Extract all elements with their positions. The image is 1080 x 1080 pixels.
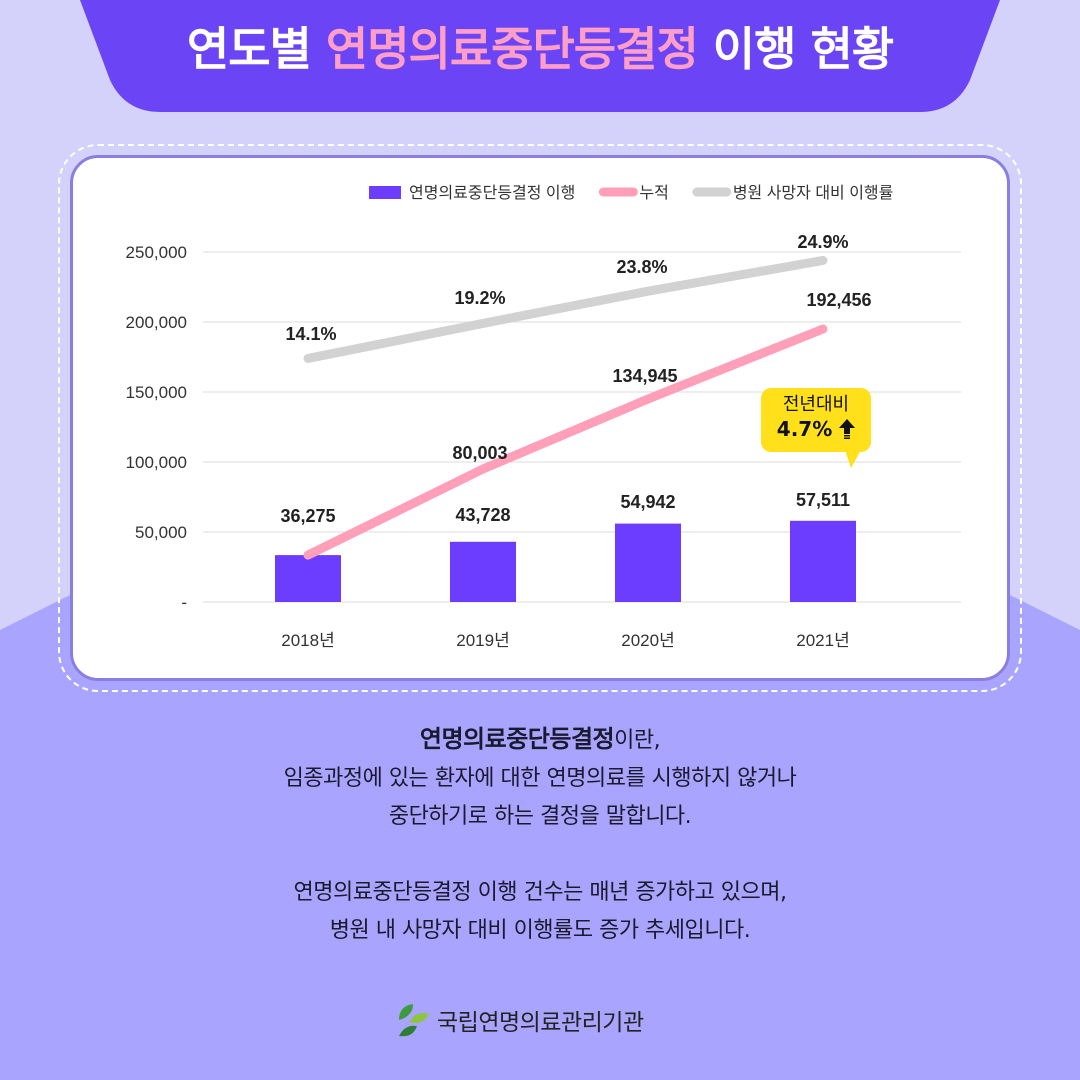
y-tick-label: 250,000 xyxy=(126,243,187,262)
bar xyxy=(275,555,341,602)
rate-line xyxy=(303,255,828,363)
cumulative-value-label: 134,945 xyxy=(612,366,677,386)
callout-value: 4.7% xyxy=(776,417,833,441)
up-arrow-icon xyxy=(839,419,856,439)
description-term-suffix: 이란, xyxy=(614,728,661,753)
title-highlight: 연명의료중단등결정 xyxy=(325,22,699,76)
footer: 국립연명의료관리기관 xyxy=(395,998,695,1042)
legend-label: 병원 사망자 대비 이행률 xyxy=(733,184,894,202)
description-gap xyxy=(90,836,990,874)
x-tick-label: 2020년 xyxy=(621,631,674,650)
description: 연명의료중단등결정이란, 임종과정에 있는 환자에 대한 연명의료를 시행하지 … xyxy=(90,720,990,950)
org-name: 국립연명의료관리기관 xyxy=(437,1010,644,1036)
legend-label: 누적 xyxy=(639,184,668,202)
title-prefix: 연도별 xyxy=(186,22,326,76)
rate-value-label: 14.1% xyxy=(285,324,336,344)
description-line2: 임종과정에 있는 환자에 대한 연명의료를 시행하지 않거나 xyxy=(283,766,797,791)
description-line4: 연명의료중단등결정 이행 건수는 매년 증가하고 있으며, xyxy=(293,880,787,905)
title-suffix: 이행 현황 xyxy=(697,22,894,76)
rate-value-label: 24.9% xyxy=(797,232,848,252)
rate-value-label: 19.2% xyxy=(454,288,505,308)
legend-label: 연명의료중단등결정 이행 xyxy=(409,184,575,202)
x-tick-label: 2019년 xyxy=(456,631,509,650)
legend-swatch xyxy=(369,186,401,199)
cumulative-value-label: 80,003 xyxy=(452,443,507,463)
chart-card: - 50,000 100,000 150,000 200,000 250,000 2018년… xyxy=(70,155,1010,681)
title-banner xyxy=(80,0,1000,112)
cumulative-line xyxy=(303,324,828,560)
yoy-callout: 전년대비 4.7% xyxy=(761,388,871,468)
callout-line1: 전년대비 xyxy=(782,394,850,415)
description-line5: 병원 내 사망자 대비 이행률도 증가 추세입니다. xyxy=(329,918,751,943)
y-tick-label: 150,000 xyxy=(126,383,187,402)
description-line1: 연명의료중단등결정이란, xyxy=(90,720,990,760)
bar xyxy=(615,523,681,602)
description-term: 연명의료중단등결정 xyxy=(419,725,615,753)
card-dashed-frame xyxy=(58,144,1022,692)
bar-value-label: 54,942 xyxy=(620,492,675,512)
leaf-logo-icon xyxy=(399,1004,429,1037)
x-tick-label: 2021년 xyxy=(796,631,849,650)
bar-value-label: 43,728 xyxy=(455,505,510,525)
x-tick-label: 2018년 xyxy=(281,631,334,650)
bar-value-label: 36,275 xyxy=(280,506,335,526)
callout-line2: 4.7% xyxy=(761,416,871,442)
chart: - 50,000 100,000 150,000 200,000 250,000 2018년… xyxy=(126,184,961,650)
bar xyxy=(790,520,856,602)
page-title: 연도별 연명의료중단등결정 이행 현황 xyxy=(80,14,1000,84)
bar-value-label: 57,511 xyxy=(796,490,850,510)
cumulative-value-label: 192,456 xyxy=(806,290,871,310)
y-tick-label: 50,000 xyxy=(135,523,187,542)
bar xyxy=(450,541,516,602)
y-tick-label: - xyxy=(181,593,187,612)
rate-value-label: 23.8% xyxy=(616,257,667,277)
y-tick-label: 100,000 xyxy=(126,453,187,472)
description-line3: 중단하기로 하는 결정을 말합니다. xyxy=(388,804,692,829)
y-tick-label: 200,000 xyxy=(126,313,187,332)
